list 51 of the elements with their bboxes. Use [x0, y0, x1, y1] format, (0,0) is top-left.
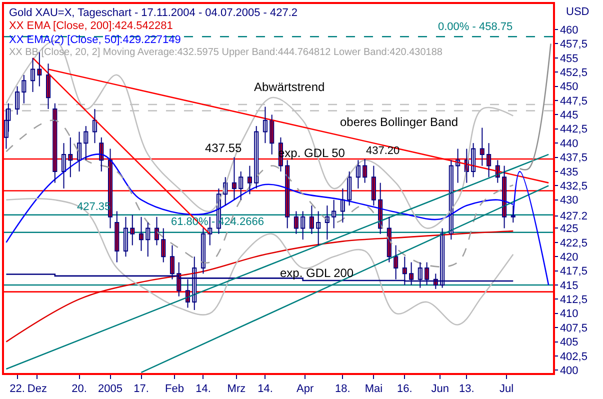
- y-tick-label: 402,5: [560, 350, 588, 363]
- x-tick-label: 14.: [258, 382, 273, 395]
- x-tick-label: 13.: [459, 382, 474, 395]
- annotation: exp. GDL 200: [280, 266, 354, 280]
- y-tick-label: 440: [560, 138, 578, 150]
- y-tick-label: 437,5: [560, 152, 588, 164]
- text: XX EMA(2) [Close, 50]:429.227149: [9, 34, 181, 46]
- y-tick-label: 435: [560, 166, 578, 178]
- x-tick-label: Feb: [164, 382, 184, 395]
- y-tick-label: 452,5: [560, 66, 588, 79]
- y-tick-label: 410: [560, 308, 578, 320]
- x-tick-label: 14.: [196, 382, 211, 395]
- x-tick-label: Mai: [364, 382, 383, 395]
- y-tick-label: 447,5: [560, 95, 588, 108]
- y-axis-title: USD: [566, 6, 590, 18]
- y-tick-label: 400: [560, 365, 578, 378]
- y-tick-label: 417,5: [560, 266, 588, 278]
- y-tick-label: 430: [560, 194, 578, 207]
- y-tick-label: 427.2: [560, 210, 588, 223]
- y-tick-label: 457,5: [560, 38, 588, 51]
- x-tick-label: 22.: [10, 382, 25, 395]
- x-tick-label: Dez: [27, 382, 47, 395]
- ref-line-label: 437.20: [366, 145, 400, 157]
- y-tick-label: 455: [560, 52, 578, 65]
- annotation: 437.55: [205, 141, 242, 155]
- x-tick-label: Apr: [296, 382, 314, 395]
- x-tick-label: Jul: [499, 382, 514, 395]
- x-tick-label: 17.: [134, 382, 149, 395]
- x-tick-label: 2005: [98, 382, 122, 395]
- annotation: oberes Bollinger Band: [340, 115, 458, 129]
- x-tick-label: 16.: [397, 382, 412, 395]
- text: XX EMA [Close, 200]:424.542281: [9, 20, 173, 32]
- y-tick-label: 432,5: [560, 180, 588, 193]
- chart-title: Gold XAU=X, Tageschart - 17.11.2004 - 04.07.2005 - 427.2: [9, 7, 298, 19]
- x-tick-label: Mrz: [227, 382, 246, 395]
- x-tick-label: 20.: [72, 382, 87, 395]
- y-tick-label: 405: [560, 336, 578, 349]
- y-tick-label: 445: [560, 110, 578, 122]
- y-tick-label: 415: [560, 280, 578, 292]
- annotation: 0.00% - 458.75: [438, 21, 513, 33]
- x-tick-label: 18.: [335, 382, 350, 395]
- y-tick-label: 425: [560, 223, 578, 236]
- y-tick-label: 412,5: [560, 294, 588, 306]
- y-tick-label: 450: [560, 81, 578, 94]
- y-tick-label: 460: [560, 24, 578, 36]
- y-tick-label: 422,5: [560, 237, 588, 250]
- annotation: Abwärtstrend: [254, 80, 325, 94]
- x-tick-label: Jun: [431, 382, 449, 395]
- y-tick-label: 407,5: [560, 322, 588, 334]
- y-tick-label: 442,5: [560, 124, 588, 136]
- y-tick-label: 420: [560, 251, 578, 264]
